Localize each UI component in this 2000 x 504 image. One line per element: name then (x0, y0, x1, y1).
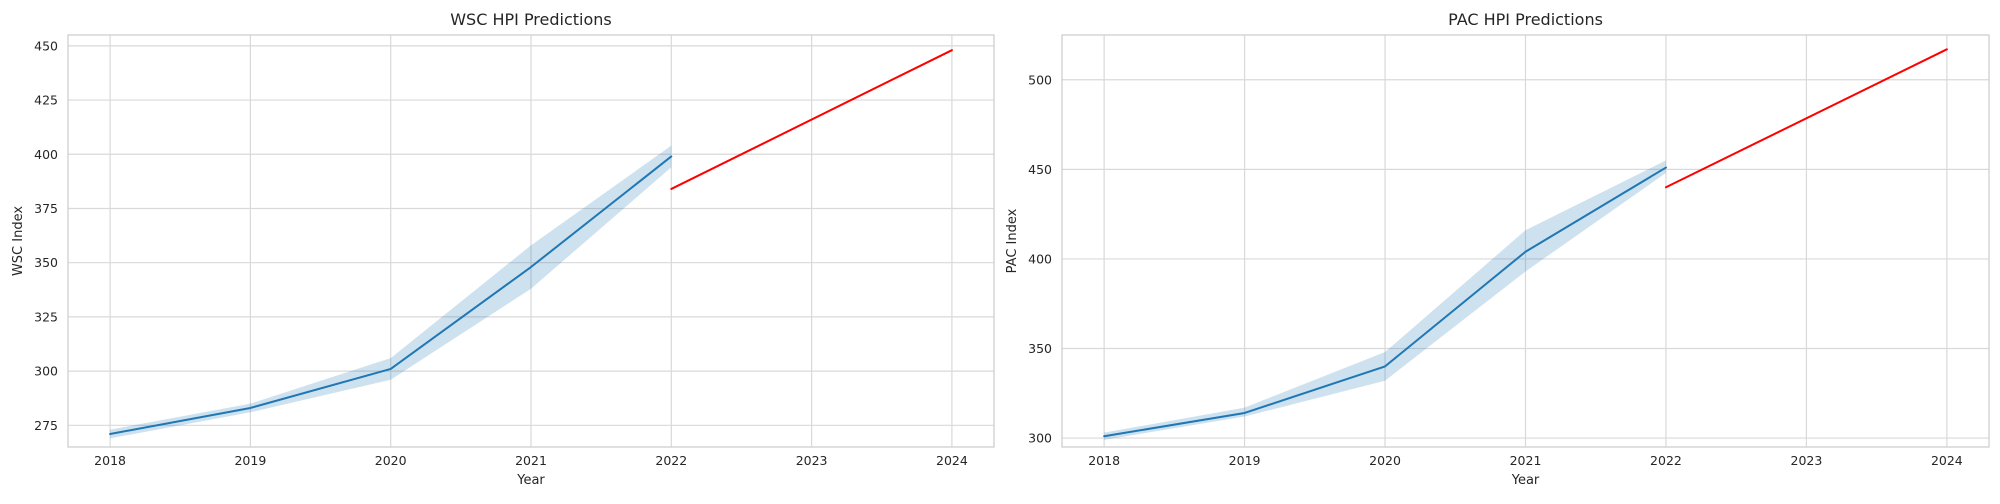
y-tick-label: 350 (34, 255, 58, 270)
wsc-hpi-chart: WSC HPI Predictions Year WSC Index 2018 2… (11, 10, 995, 488)
y-tick-label: 300 (1028, 431, 1052, 446)
confidence-band (1104, 160, 1666, 440)
x-tick-label: 2021 (1510, 453, 1542, 468)
x-tick-label: 2022 (1650, 453, 1682, 468)
x-tick-label: 2021 (515, 453, 547, 468)
grid (68, 35, 994, 447)
y-tick-label: 325 (34, 309, 58, 324)
y-tick-label: 400 (1028, 251, 1052, 266)
y-tick-label: 375 (34, 201, 58, 216)
actual-series-line (109, 155, 673, 435)
x-tick-label: 2023 (1791, 453, 1823, 468)
y-axis-label: WSC Index (11, 206, 26, 276)
y-tick-label: 400 (34, 147, 58, 162)
y-tick-label: 450 (1028, 162, 1052, 177)
y-axis-label: PAC Index (1005, 208, 1020, 273)
x-axis-label: Year (516, 473, 545, 488)
x-tick-label: 2018 (1088, 453, 1120, 468)
y-tick-label: 500 (1028, 72, 1052, 87)
x-tick-label: 2024 (936, 453, 968, 468)
y-tick-label: 350 (1028, 341, 1052, 356)
chart-title: PAC HPI Predictions (1448, 10, 1603, 29)
plot-frame (67, 34, 995, 448)
plot-frame (1061, 34, 1990, 448)
x-tick-label: 2022 (655, 453, 687, 468)
chart-title: WSC HPI Predictions (450, 10, 612, 29)
y-tick-label: 300 (34, 364, 58, 379)
predicted-series-line (1664, 48, 1948, 189)
grid (1062, 35, 1989, 447)
y-tick-label: 275 (34, 418, 58, 433)
x-tick-label: 2020 (375, 453, 407, 468)
y-tick-label: 425 (34, 93, 58, 108)
x-tick-label: 2019 (1229, 453, 1261, 468)
predicted-series-line (670, 49, 953, 190)
x-axis-label: Year (1511, 473, 1540, 488)
actual-series-line (1103, 166, 1667, 438)
y-tick-label: 450 (34, 38, 58, 53)
x-tick-label: 2024 (1931, 453, 1963, 468)
x-tick-label: 2020 (1369, 453, 1401, 468)
x-tick-label: 2018 (94, 453, 126, 468)
x-tick-label: 2019 (234, 453, 266, 468)
x-tick-label: 2023 (796, 453, 828, 468)
pac-hpi-chart: PAC HPI Predictions Year PAC Index 2018 2… (1005, 10, 1990, 488)
